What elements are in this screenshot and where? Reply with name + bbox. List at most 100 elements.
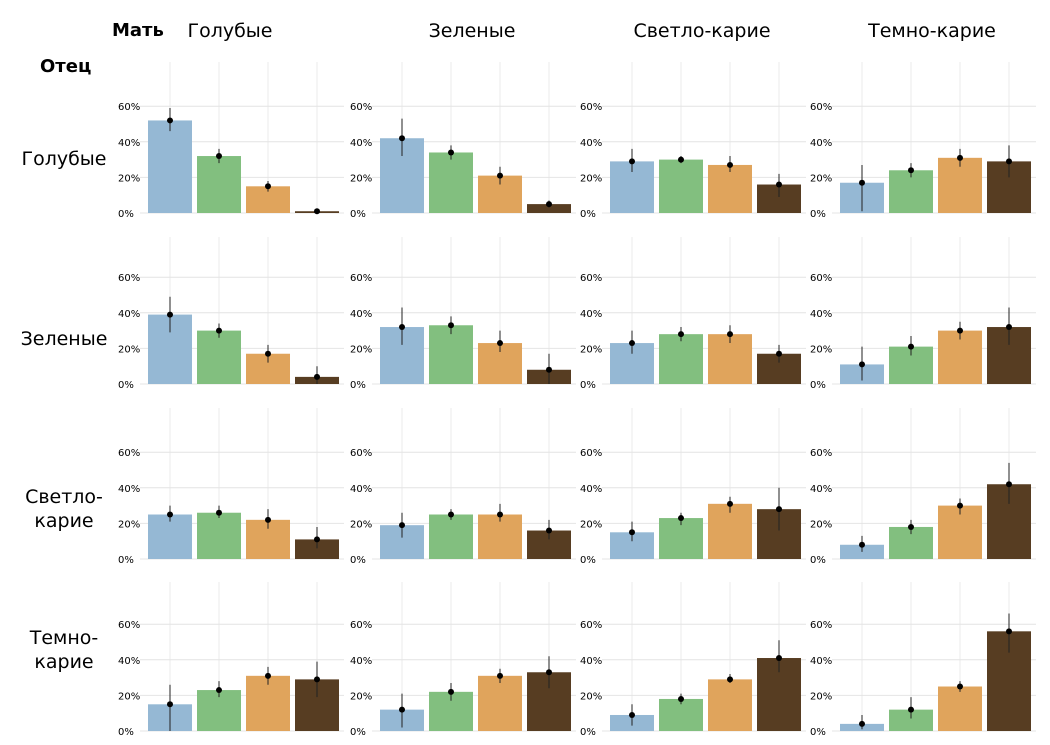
mean-point (908, 343, 914, 350)
mean-point (167, 701, 173, 708)
mean-point (216, 153, 222, 160)
mean-point (216, 327, 222, 334)
y-tick-label: 20% (350, 173, 372, 184)
bar-1 (148, 514, 192, 559)
mean-point (265, 672, 271, 679)
y-tick-label: 60% (810, 102, 832, 113)
mean-point (957, 502, 963, 509)
mean-point (776, 506, 782, 513)
bar-2 (659, 159, 703, 213)
y-tick-label: 20% (810, 173, 832, 184)
mean-point (859, 179, 865, 186)
y-tick-label: 60% (810, 620, 832, 631)
bar-2 (429, 325, 473, 384)
y-tick-label: 20% (810, 519, 832, 530)
mean-point (957, 327, 963, 334)
mean-point (216, 687, 222, 694)
bar-4 (527, 204, 571, 213)
mean-point (448, 149, 454, 156)
y-tick-label: 40% (580, 138, 602, 149)
mean-point (1006, 481, 1012, 488)
mother-header: Мать (112, 20, 164, 41)
mean-point (399, 324, 405, 331)
bar-3 (938, 157, 982, 213)
mean-point (265, 516, 271, 523)
mean-point (497, 172, 503, 179)
y-tick-label: 0% (810, 727, 826, 738)
y-tick-label: 60% (580, 102, 602, 113)
mean-point (859, 361, 865, 368)
y-tick-label: 0% (350, 380, 366, 391)
y-tick-label: 20% (350, 691, 372, 702)
y-tick-label: 40% (350, 656, 372, 667)
y-tick-label: 40% (118, 309, 140, 320)
y-tick-label: 0% (350, 727, 366, 738)
y-tick-label: 0% (350, 555, 366, 566)
mean-point (167, 117, 173, 124)
mean-point (399, 135, 405, 142)
row-label-light-brown: Светло- карие (25, 486, 103, 532)
column-label-green: Зеленые (428, 20, 516, 42)
y-tick-label: 20% (580, 173, 602, 184)
y-tick-label: 40% (350, 309, 372, 320)
y-tick-label: 40% (580, 484, 602, 495)
y-tick-label: 0% (118, 380, 134, 391)
mean-point (908, 167, 914, 174)
y-tick-label: 20% (810, 691, 832, 702)
bar-2 (197, 330, 241, 384)
y-tick-label: 20% (580, 691, 602, 702)
mean-point (629, 529, 635, 536)
bar-2 (659, 334, 703, 384)
mean-point (1006, 324, 1012, 331)
y-tick-label: 60% (118, 620, 140, 631)
bar-3 (708, 503, 752, 559)
y-tick-label: 40% (118, 138, 140, 149)
bar-4 (295, 539, 339, 559)
mean-point (727, 161, 733, 168)
row-label-blue: Голубые (21, 148, 107, 170)
y-tick-label: 40% (810, 138, 832, 149)
mean-point (167, 511, 173, 518)
mean-point (399, 522, 405, 529)
y-tick-label: 20% (580, 519, 602, 530)
y-tick-label: 60% (580, 273, 602, 284)
mean-point (776, 350, 782, 357)
bar-2 (659, 698, 703, 731)
bar-1 (148, 120, 192, 213)
y-tick-label: 60% (580, 448, 602, 459)
y-tick-label: 0% (810, 209, 826, 220)
y-tick-label: 20% (580, 344, 602, 355)
mean-point (957, 683, 963, 690)
mean-point (546, 201, 552, 208)
y-tick-label: 60% (118, 102, 140, 113)
row-label-green: Зеленые (20, 328, 108, 350)
mean-point (448, 511, 454, 518)
y-tick-label: 60% (580, 620, 602, 631)
y-tick-label: 20% (118, 344, 140, 355)
y-tick-label: 60% (118, 448, 140, 459)
mean-point (1006, 628, 1012, 635)
mean-point (859, 541, 865, 548)
mean-point (678, 515, 684, 522)
mean-point (546, 366, 552, 373)
mean-point (629, 158, 635, 165)
column-label-light-brown: Светло-карие (633, 20, 771, 42)
bar-2 (197, 512, 241, 559)
mean-point (1006, 158, 1012, 165)
y-tick-label: 20% (350, 519, 372, 530)
mean-point (678, 695, 684, 702)
mean-point (314, 536, 320, 543)
bar-2 (197, 156, 241, 213)
y-tick-label: 40% (580, 309, 602, 320)
y-tick-label: 40% (118, 484, 140, 495)
column-label-dark-brown: Темно-карие (868, 20, 996, 42)
mean-point (546, 669, 552, 676)
y-tick-label: 0% (580, 380, 596, 391)
mean-point (776, 181, 782, 188)
column-label-blue: Голубые (187, 20, 273, 42)
y-tick-label: 60% (350, 102, 372, 113)
y-tick-label: 40% (810, 656, 832, 667)
y-tick-label: 60% (810, 273, 832, 284)
bar-3 (708, 164, 752, 213)
